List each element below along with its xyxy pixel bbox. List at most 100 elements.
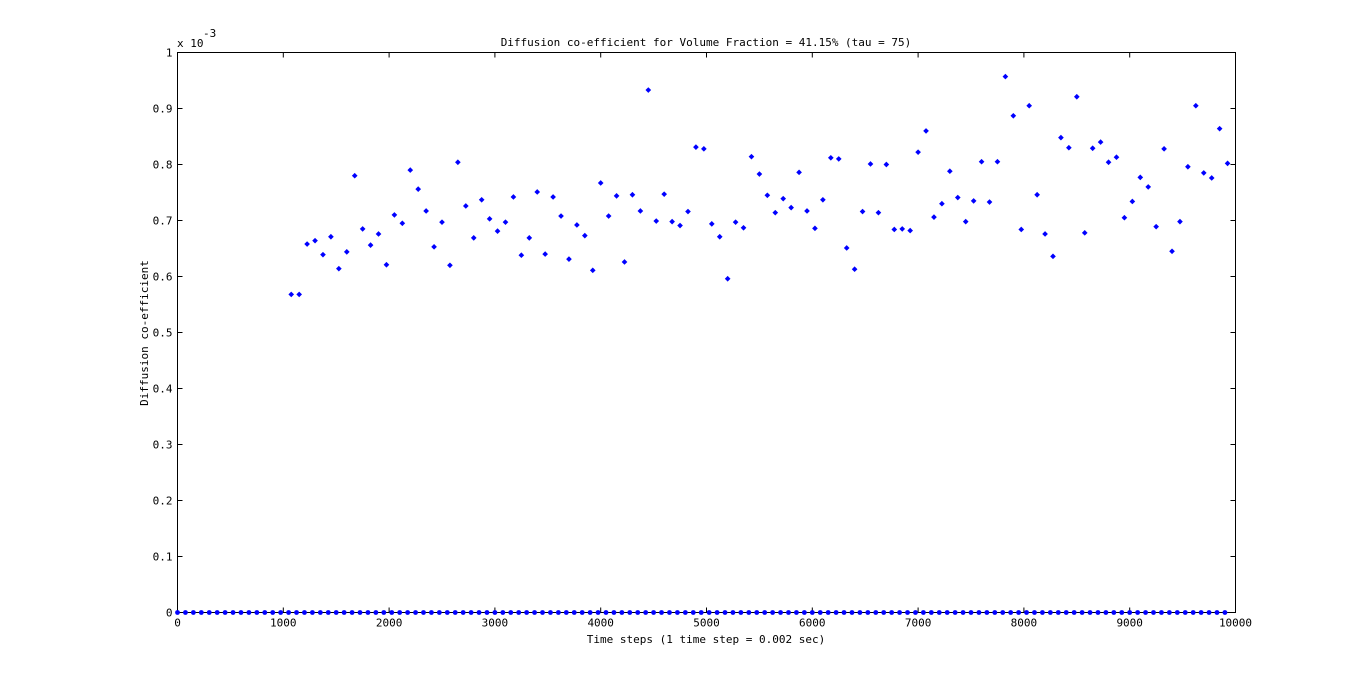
baseline-point (690, 610, 696, 615)
data-point (986, 199, 993, 205)
data-point (915, 149, 921, 156)
baseline-point (405, 610, 411, 615)
baseline-point (809, 610, 815, 615)
data-point (391, 212, 398, 218)
scatter-series (288, 73, 1231, 298)
data-point (1121, 214, 1128, 221)
data-point (1050, 253, 1056, 260)
baseline-point (865, 610, 871, 615)
baseline-point (397, 610, 403, 615)
baseline-point (278, 610, 284, 615)
data-point (582, 232, 588, 239)
data-point (510, 194, 517, 200)
baseline-point (357, 610, 363, 615)
baseline-point (714, 610, 720, 615)
data-point (653, 218, 660, 224)
baseline-point (286, 610, 291, 615)
data-point (748, 153, 755, 160)
baseline-point (294, 610, 299, 615)
baseline-point (492, 610, 498, 615)
baseline-point (952, 610, 958, 615)
baseline-point (476, 610, 482, 615)
data-point (621, 259, 628, 265)
data-point (796, 169, 802, 176)
baseline-point (484, 610, 490, 615)
data-point (788, 204, 794, 211)
baseline-point (960, 610, 966, 615)
baseline-point (413, 610, 418, 615)
data-point (486, 215, 493, 222)
baseline-point (778, 610, 783, 615)
data-point (502, 219, 509, 226)
y-axis-label: Diffusion co-efficient (138, 260, 151, 406)
data-point (732, 219, 739, 226)
baseline-point (619, 610, 625, 615)
baseline-point (873, 610, 879, 615)
data-point (399, 220, 406, 227)
baseline-point (627, 610, 633, 615)
baseline-point (611, 610, 617, 615)
baseline-point (746, 610, 752, 615)
baseline-point (238, 610, 244, 615)
baseline-point (1079, 610, 1085, 615)
data-point (1026, 102, 1033, 109)
baseline-point (309, 610, 315, 615)
plot-area (177, 52, 1236, 613)
data-point (423, 208, 429, 214)
data-point (859, 208, 866, 215)
baseline-point (603, 610, 609, 615)
baseline-point (532, 610, 537, 615)
data-point (589, 267, 596, 274)
data-point (629, 191, 636, 198)
baseline-point (563, 610, 569, 615)
data-point (478, 196, 485, 203)
x-tick-label: 10000 (1219, 617, 1252, 630)
data-point (367, 242, 374, 248)
data-point (407, 167, 414, 173)
data-point (351, 172, 358, 179)
baseline-point (944, 610, 950, 615)
baseline-point (349, 610, 355, 615)
baseline-point (1000, 610, 1006, 615)
baseline-point (421, 610, 426, 615)
y-tick-label: 0.3 (153, 439, 173, 452)
data-point (375, 231, 382, 237)
data-point (637, 208, 644, 214)
x-tick-label: 1000 (270, 617, 297, 630)
baseline-point (381, 610, 387, 615)
baseline-point (452, 610, 458, 615)
baseline-point (214, 610, 220, 615)
data-point (566, 256, 572, 262)
data-point (359, 226, 366, 232)
y-tick-label: 0.8 (153, 159, 173, 172)
y-tick-label: 0.1 (153, 551, 173, 564)
baseline-point (682, 610, 688, 615)
data-point (756, 171, 763, 177)
data-point (669, 218, 675, 225)
data-point (1002, 73, 1009, 80)
data-point (804, 208, 810, 214)
data-point (827, 154, 834, 161)
data-point (931, 214, 937, 220)
data-point (605, 213, 612, 219)
baseline-point (643, 610, 649, 615)
baseline-point (1040, 610, 1045, 615)
y-tick-label: 1 (166, 47, 173, 60)
baseline-point (270, 610, 276, 615)
data-point (724, 275, 731, 282)
data-point (320, 251, 326, 258)
baseline-point (897, 610, 902, 615)
baseline-point (857, 610, 863, 615)
data-point (780, 195, 787, 202)
data-point (613, 193, 620, 199)
baseline-point (333, 610, 339, 615)
baseline-point (317, 610, 323, 615)
baseline-point (651, 610, 656, 615)
baseline-point (786, 610, 791, 615)
data-point (288, 291, 295, 298)
data-point (1097, 139, 1104, 145)
baseline-point (436, 610, 442, 615)
x-tick-label: 9000 (1116, 617, 1143, 630)
baseline-point (571, 610, 577, 615)
